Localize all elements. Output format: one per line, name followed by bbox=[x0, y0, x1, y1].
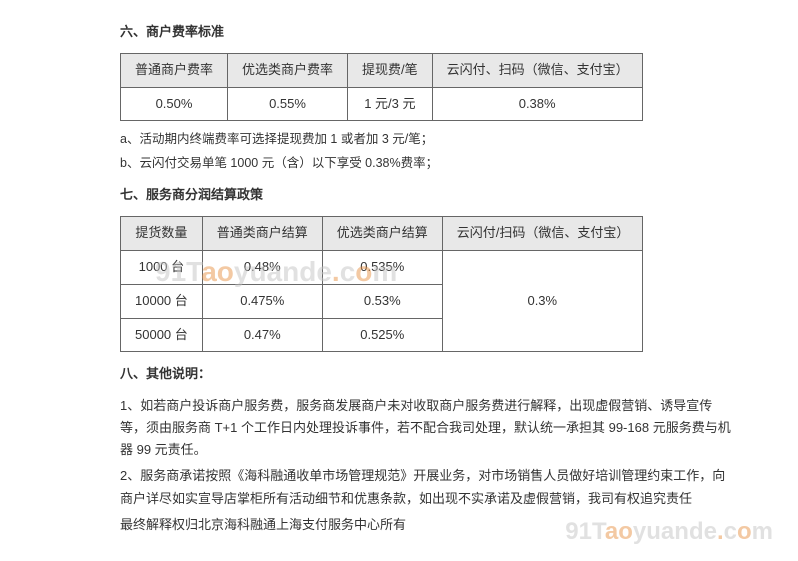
settlement-table: 提货数量 普通类商户结算 优选类商户结算 云闪付/扫码（微信、支付宝） 1000… bbox=[120, 216, 643, 352]
para3: 最终解释权归北京海科融通上海支付服务中心所有 bbox=[30, 514, 768, 536]
section6-title: 六、商户费率标准 bbox=[30, 22, 768, 43]
para2: 2、服务商承诺按照《海科融通收单市场管理规范》开展业务，对市场销售人员做好培训管… bbox=[30, 465, 768, 509]
note-a: a、活动期内终端费率可选择提现费加 1 或者加 3 元/笔； bbox=[30, 129, 768, 149]
note-b: b、云闪付交易单笔 1000 元（含）以下享受 0.38%费率； bbox=[30, 153, 768, 173]
para1: 1、如若商户投诉商户服务费，服务商发展商户未对收取商户服务费进行解释，出现虚假营… bbox=[30, 395, 768, 461]
settle-cell: 1000 台 bbox=[121, 250, 203, 284]
settle-header-1: 普通类商户结算 bbox=[202, 217, 322, 251]
rate-table: 普通商户费率 优选类商户费率 提现费/笔 云闪付、扫码（微信、支付宝） 0.50… bbox=[120, 53, 643, 122]
rate-header-2: 提现费/笔 bbox=[348, 53, 433, 87]
rate-cell: 0.38% bbox=[432, 87, 642, 121]
section7-title: 七、服务商分润结算政策 bbox=[30, 185, 768, 206]
settle-cell: 10000 台 bbox=[121, 284, 203, 318]
rate-cell: 0.55% bbox=[228, 87, 348, 121]
rate-header-3: 云闪付、扫码（微信、支付宝） bbox=[432, 53, 642, 87]
settle-cell: 50000 台 bbox=[121, 318, 203, 352]
settle-cell: 0.48% bbox=[202, 250, 322, 284]
settle-cell: 0.53% bbox=[322, 284, 442, 318]
section8-title: 八、其他说明： bbox=[30, 364, 768, 385]
settle-cell: 0.475% bbox=[202, 284, 322, 318]
rate-cell: 1 元/3 元 bbox=[348, 87, 433, 121]
settle-cell: 0.525% bbox=[322, 318, 442, 352]
settle-merged: 0.3% bbox=[442, 250, 642, 351]
settle-header-3: 云闪付/扫码（微信、支付宝） bbox=[442, 217, 642, 251]
rate-header-0: 普通商户费率 bbox=[121, 53, 228, 87]
settle-header-2: 优选类商户结算 bbox=[322, 217, 442, 251]
settle-cell: 0.47% bbox=[202, 318, 322, 352]
rate-cell: 0.50% bbox=[121, 87, 228, 121]
rate-header-1: 优选类商户费率 bbox=[228, 53, 348, 87]
settle-header-0: 提货数量 bbox=[121, 217, 203, 251]
settle-cell: 0.535% bbox=[322, 250, 442, 284]
